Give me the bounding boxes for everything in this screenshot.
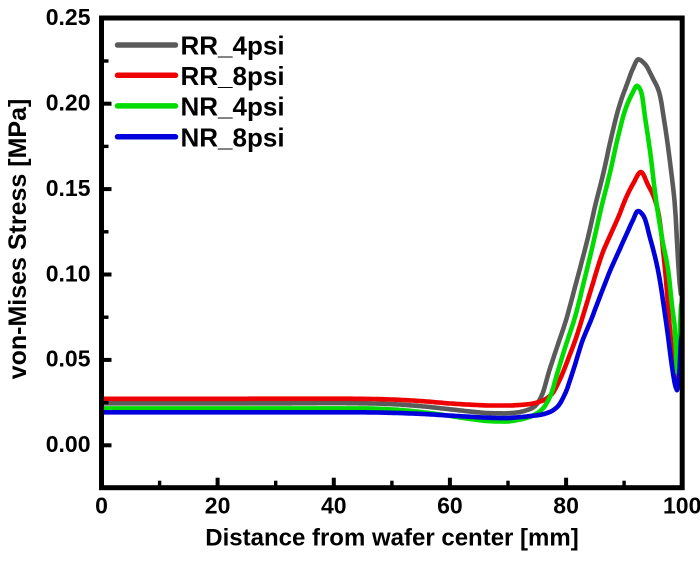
svg-text:60: 60 (437, 493, 463, 519)
svg-text:40: 40 (321, 493, 347, 519)
svg-text:0.15: 0.15 (46, 175, 91, 201)
svg-text:0.20: 0.20 (46, 90, 91, 116)
svg-text:20: 20 (205, 493, 231, 519)
svg-text:0.10: 0.10 (46, 260, 91, 286)
svg-text:80: 80 (553, 493, 579, 519)
svg-text:100: 100 (663, 493, 700, 519)
svg-text:RR_4psi: RR_4psi (181, 31, 285, 61)
svg-text:NR_4psi: NR_4psi (181, 91, 285, 121)
svg-text:0.05: 0.05 (46, 346, 91, 372)
svg-text:NR_8psi: NR_8psi (181, 122, 285, 152)
svg-text:0.00: 0.00 (46, 431, 91, 457)
svg-text:RR_8psi: RR_8psi (181, 61, 285, 91)
svg-text:0.25: 0.25 (46, 4, 91, 30)
svg-text:von-Mises Stress [MPa]: von-Mises Stress [MPa] (4, 99, 32, 380)
svg-text:0: 0 (95, 493, 108, 519)
svg-text:Distance from wafer center [mm: Distance from wafer center [mm] (205, 525, 578, 552)
